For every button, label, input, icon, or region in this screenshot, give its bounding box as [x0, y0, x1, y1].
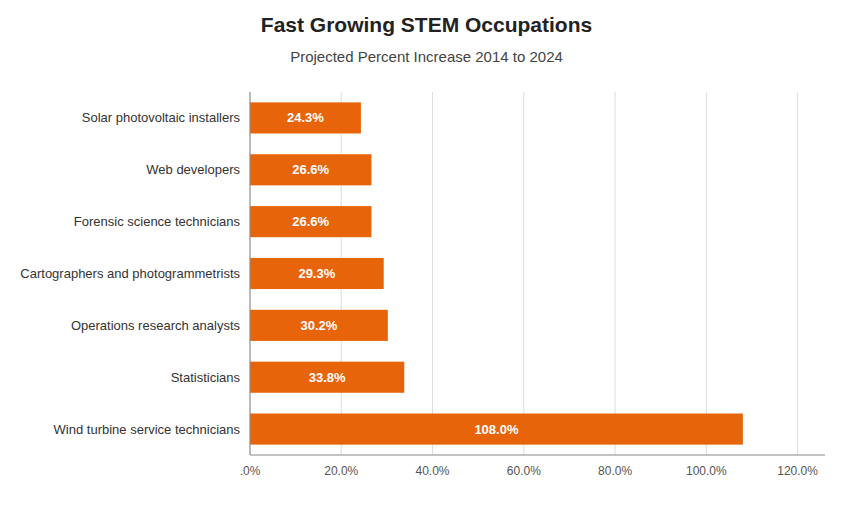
title: Fast Growing STEM Occupations — [261, 13, 592, 36]
data-label: 33.8% — [309, 370, 346, 385]
data-label: 108.0% — [474, 422, 519, 437]
grid-line — [523, 92, 524, 455]
y-axis-line — [250, 92, 251, 455]
bars — [250, 102, 743, 444]
subtitle: Projected Percent Increase 2014 to 2024 — [290, 48, 563, 65]
x-tick-label: 120.0% — [777, 464, 818, 478]
grid-line — [250, 92, 251, 455]
y-tick-label: Operations research analysts — [71, 318, 241, 333]
data-label: 30.2% — [300, 318, 337, 333]
grid-line — [797, 92, 798, 455]
data-label: 24.3% — [287, 110, 324, 125]
grid-line — [615, 92, 616, 455]
y-tick-label: Statisticians — [171, 370, 241, 385]
data-label: 29.3% — [298, 266, 335, 281]
x-axis-line — [250, 455, 825, 456]
y-tick-label: Wind turbine service technicians — [54, 422, 241, 437]
x-tick-label: .0% — [240, 464, 261, 478]
bar — [250, 414, 743, 445]
data-label: 26.6% — [292, 162, 329, 177]
y-tick-label: Cartographers and photogrammetrists — [20, 266, 240, 281]
x-tick-label: 20.0% — [324, 464, 358, 478]
grid — [250, 92, 798, 455]
y-tick-label: Forensic science technicians — [74, 214, 241, 229]
grid-line — [432, 92, 433, 455]
bar — [250, 102, 361, 133]
chart: Fast Growing STEM Occupations Projected P… — [0, 0, 853, 507]
x-tick-label: 40.0% — [416, 464, 450, 478]
y-tick-label: Web developers — [146, 162, 240, 177]
bar — [250, 206, 371, 237]
bar — [250, 154, 371, 185]
x-tick-label: 100.0% — [686, 464, 727, 478]
grid-line — [706, 92, 707, 455]
data-label: 26.6% — [292, 214, 329, 229]
y-tick-label: Solar photovoltaic installers — [82, 110, 241, 125]
bar — [250, 258, 384, 289]
bar — [250, 362, 404, 393]
x-tick-label: 60.0% — [507, 464, 541, 478]
bar — [250, 310, 388, 341]
x-tick-label: 80.0% — [598, 464, 632, 478]
